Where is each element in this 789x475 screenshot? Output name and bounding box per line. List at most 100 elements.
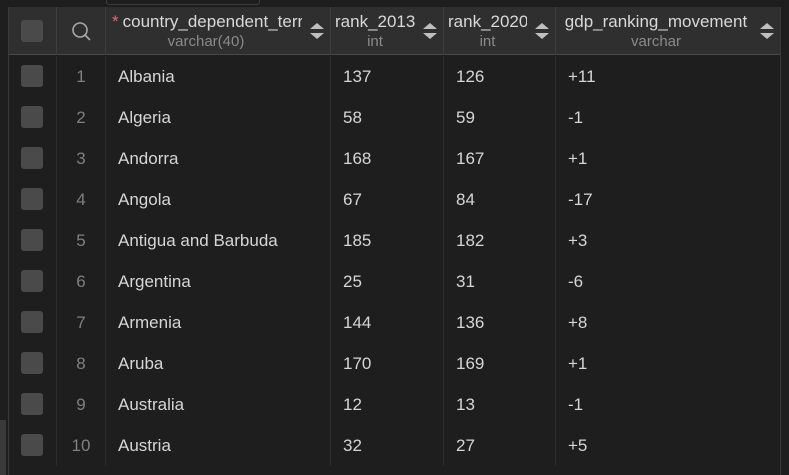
table-row[interactable]: 1 Albania 137 126 +11 bbox=[9, 56, 780, 97]
cell-country[interactable]: Armenia bbox=[106, 302, 331, 343]
cell-country[interactable]: Antigua and Barbuda bbox=[106, 220, 331, 261]
table-row[interactable]: 2 Algeria 58 59 -1 bbox=[9, 97, 780, 138]
column-name: country_dependent_terr bbox=[122, 12, 302, 31]
column-name: rank_2020 bbox=[448, 12, 527, 31]
cell-rank-2013[interactable]: 185 bbox=[331, 220, 444, 261]
row-select-cell bbox=[9, 56, 57, 97]
cell-country[interactable]: Angola bbox=[106, 179, 331, 220]
row-number: 4 bbox=[57, 179, 106, 220]
row-number: 3 bbox=[57, 138, 106, 179]
sort-icon[interactable] bbox=[535, 23, 549, 41]
row-number: 6 bbox=[57, 261, 106, 302]
table-row[interactable]: 4 Angola 67 84 -17 bbox=[9, 179, 780, 220]
table-row[interactable]: 5 Antigua and Barbuda 185 182 +3 bbox=[9, 220, 780, 261]
cell-rank-2013[interactable]: 170 bbox=[331, 343, 444, 384]
cell-gdp-ranking-movement[interactable]: +1 bbox=[568, 354, 588, 373]
cell-rank-2013[interactable]: 137 bbox=[331, 56, 444, 97]
cell-rank-2020[interactable]: 136 bbox=[444, 302, 556, 343]
cell-rank-2020[interactable]: 31 bbox=[444, 261, 556, 302]
row-checkbox[interactable] bbox=[21, 65, 43, 87]
table-row[interactable]: 9 Australia 12 13 -1 bbox=[9, 384, 780, 425]
table-row[interactable]: 7 Armenia 144 136 +8 bbox=[9, 302, 780, 343]
cell-country[interactable]: Albania bbox=[106, 56, 331, 97]
cell-country[interactable]: Austria bbox=[106, 425, 331, 466]
column-header-country[interactable]: * country_dependent_terr varchar(40) bbox=[106, 7, 331, 55]
cell-gdp-ranking-movement[interactable]: -1 bbox=[568, 108, 584, 127]
grid-header: * country_dependent_terr varchar(40) rank… bbox=[9, 7, 780, 55]
table-row[interactable]: 6 Argentina 25 31 -6 bbox=[9, 261, 780, 302]
results-grid: * country_dependent_terr varchar(40) rank… bbox=[8, 7, 781, 475]
cell-rank-2013[interactable]: 12 bbox=[331, 384, 444, 425]
cell-gdp-ranking-movement[interactable]: -17 bbox=[568, 190, 593, 209]
cell-rank-2020[interactable]: 84 bbox=[444, 179, 556, 220]
row-number: 9 bbox=[57, 384, 106, 425]
cell-country[interactable]: Algeria bbox=[106, 97, 331, 138]
cell-gdp-ranking-movement[interactable]: +8 bbox=[568, 313, 588, 332]
cell-rank-2020[interactable]: 182 bbox=[444, 220, 556, 261]
row-select-cell bbox=[9, 179, 57, 220]
column-type: int bbox=[479, 33, 496, 50]
cell-gdp-ranking-movement[interactable]: +1 bbox=[568, 149, 588, 168]
cell-gdp-ranking-movement[interactable]: +11 bbox=[568, 67, 596, 86]
cell-gdp-ranking-movement[interactable]: -1 bbox=[568, 395, 584, 414]
cell-rank-2020[interactable]: 59 bbox=[444, 97, 556, 138]
column-type: varchar(40) bbox=[167, 33, 245, 50]
column-header-gdp-ranking-movement[interactable]: gdp_ranking_movement varchar bbox=[556, 7, 780, 55]
row-checkbox[interactable] bbox=[21, 106, 43, 128]
cell-rank-2020[interactable]: 27 bbox=[444, 425, 556, 466]
row-checkbox[interactable] bbox=[21, 434, 43, 456]
table-row[interactable]: 10 Austria 32 27 +5 bbox=[9, 425, 780, 466]
cell-rank-2013[interactable]: 67 bbox=[331, 179, 444, 220]
cell-rank-2013[interactable]: 32 bbox=[331, 425, 444, 466]
sort-icon[interactable] bbox=[423, 23, 437, 41]
row-checkbox[interactable] bbox=[21, 311, 43, 333]
row-number: 1 bbox=[57, 56, 106, 97]
column-name: gdp_ranking_movement bbox=[564, 12, 748, 31]
cell-rank-2013[interactable]: 144 bbox=[331, 302, 444, 343]
column-type: int bbox=[367, 33, 383, 50]
cell-country[interactable]: Australia bbox=[106, 384, 331, 425]
row-number: 2 bbox=[57, 97, 106, 138]
row-select-cell bbox=[9, 425, 57, 466]
row-select-cell bbox=[9, 343, 57, 384]
column-name: rank_2013 bbox=[335, 12, 415, 31]
row-checkbox[interactable] bbox=[21, 393, 43, 415]
row-select-cell bbox=[9, 302, 57, 343]
cell-rank-2013[interactable]: 168 bbox=[331, 138, 444, 179]
cell-rank-2020[interactable]: 167 bbox=[444, 138, 556, 179]
column-header-rank-2013[interactable]: rank_2013 int bbox=[331, 7, 444, 55]
row-checkbox[interactable] bbox=[21, 188, 43, 210]
row-checkbox[interactable] bbox=[21, 352, 43, 374]
cell-rank-2020[interactable]: 169 bbox=[444, 343, 556, 384]
sort-icon[interactable] bbox=[760, 23, 774, 41]
cell-country[interactable]: Argentina bbox=[106, 261, 331, 302]
toolbar-edge bbox=[106, 0, 260, 5]
cell-rank-2020[interactable]: 126 bbox=[444, 56, 556, 97]
required-marker: * bbox=[112, 12, 119, 31]
cell-country[interactable]: Aruba bbox=[106, 343, 331, 384]
select-all-checkbox[interactable] bbox=[21, 20, 43, 42]
left-scroll-edge bbox=[0, 420, 6, 475]
table-row[interactable]: 8 Aruba 170 169 +1 bbox=[9, 343, 780, 384]
row-select-cell bbox=[9, 261, 57, 302]
table-row[interactable]: 3 Andorra 168 167 +1 bbox=[9, 138, 780, 179]
search-icon[interactable] bbox=[71, 21, 91, 41]
cell-gdp-ranking-movement[interactable]: +3 bbox=[568, 231, 588, 250]
column-title: * country_dependent_terr bbox=[110, 12, 302, 32]
cell-country[interactable]: Andorra bbox=[106, 138, 331, 179]
cell-rank-2020[interactable]: 13 bbox=[444, 384, 556, 425]
column-header-rank-2020[interactable]: rank_2020 int bbox=[444, 7, 556, 55]
row-checkbox[interactable] bbox=[21, 147, 43, 169]
row-number-header bbox=[57, 7, 106, 55]
row-checkbox[interactable] bbox=[21, 270, 43, 292]
cell-gdp-ranking-movement[interactable]: -6 bbox=[568, 272, 584, 291]
cell-rank-2013[interactable]: 25 bbox=[331, 261, 444, 302]
row-number: 7 bbox=[57, 302, 106, 343]
sort-icon[interactable] bbox=[310, 23, 324, 41]
cell-gdp-ranking-movement[interactable]: +5 bbox=[568, 436, 588, 455]
row-select-cell bbox=[9, 384, 57, 425]
cell-rank-2013[interactable]: 58 bbox=[331, 97, 444, 138]
row-checkbox[interactable] bbox=[21, 229, 43, 251]
select-all-header bbox=[9, 7, 57, 55]
